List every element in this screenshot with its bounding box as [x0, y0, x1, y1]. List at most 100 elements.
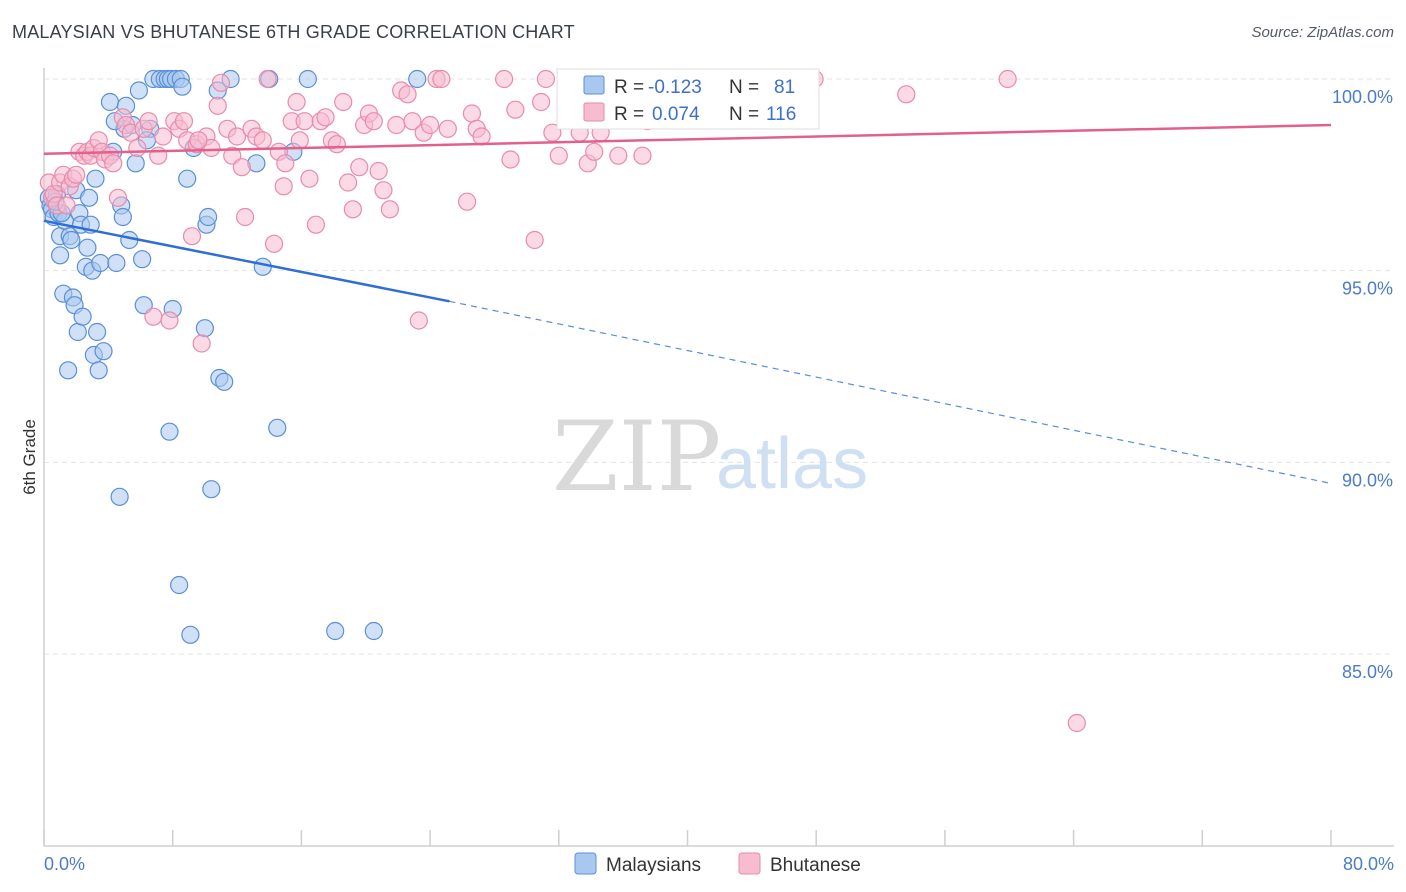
stats-n-label-bhutanese: N =	[729, 104, 759, 125]
bhutanese-point	[57, 196, 76, 215]
trend-lines	[43, 123, 1332, 485]
bhutanese-trend-line	[43, 123, 1332, 155]
bhutanese-point	[374, 181, 393, 200]
bhutanese-point	[472, 127, 491, 146]
bhutanese-point	[549, 146, 568, 165]
bhutanese-point	[295, 112, 314, 131]
bhutanese-point	[189, 131, 208, 150]
stats-n-label-malaysians: N =	[729, 77, 759, 98]
bhutanese-point	[462, 104, 482, 123]
bhutanese-point	[409, 311, 428, 330]
bhutanese-point	[274, 177, 293, 196]
bhutanese-point	[153, 127, 173, 146]
bhutanese-point	[421, 115, 440, 135]
bhutanese-point	[316, 108, 335, 127]
malaysians-point	[408, 69, 427, 89]
malaysians-point	[129, 81, 149, 100]
bhutanese-point	[253, 131, 272, 150]
bhutanese-point	[300, 169, 319, 188]
chart-title: MALAYSIAN VS BHUTANESE 6TH GRADE CORRELA…	[12, 22, 575, 42]
legend-label-malaysians[interactable]: Malaysians	[606, 855, 701, 876]
malaysians-point	[59, 361, 78, 380]
bhutanese-point	[306, 215, 325, 234]
legend: Malaysians Bhutanese	[574, 852, 861, 876]
stats-swatch-bhutanese	[583, 102, 605, 122]
malaysians-point	[73, 307, 92, 326]
bhutanese-point	[264, 234, 284, 253]
malaysians-point	[100, 92, 120, 112]
stats-n-value-malaysians: 81	[774, 77, 795, 98]
malaysians-point	[195, 319, 214, 338]
malaysians-trend-line	[43, 219, 450, 303]
bhutanese-point	[380, 200, 399, 219]
malaysians-point	[86, 169, 105, 188]
legend-swatch-malaysians[interactable]	[574, 852, 597, 875]
bhutanese-point	[387, 115, 406, 135]
legend-label-bhutanese[interactable]: Bhutanese	[770, 855, 861, 876]
malaysians-point	[215, 372, 234, 391]
bhutanese-point	[276, 154, 295, 173]
stats-r-value-malaysians: -0.123	[648, 77, 702, 98]
bhutanese-point	[144, 307, 163, 326]
bhutanese-point	[998, 69, 1017, 89]
bhutanese-point	[149, 146, 168, 165]
bhutanese-point	[403, 112, 422, 131]
bhutanese-point	[398, 85, 417, 104]
bhutanese-point	[104, 154, 123, 173]
bhutanese-point	[343, 200, 362, 219]
bhutanese-point	[609, 146, 628, 165]
malaysians-point	[79, 188, 99, 207]
y-tick-label: 95.0%	[1342, 279, 1393, 299]
bhutanese-point	[495, 69, 514, 89]
malaysians-point	[170, 575, 189, 595]
stats-r-label-bhutanese: R =	[614, 104, 644, 125]
malaysians-point	[268, 418, 287, 437]
malaysians-point	[110, 487, 129, 506]
bhutanese-point	[174, 112, 194, 131]
malaysians-point	[50, 246, 70, 265]
malaysians-point	[364, 621, 383, 641]
legend-swatch-bhutanese[interactable]	[738, 852, 761, 875]
bhutanese-point	[232, 158, 251, 177]
bhutanese-point	[67, 165, 86, 184]
bhutanese-point	[208, 96, 227, 115]
bhutanese-point	[235, 207, 255, 227]
malaysians-point	[181, 625, 200, 644]
bhutanese-point	[633, 146, 652, 165]
bhutanese-point	[536, 69, 556, 89]
stats-swatch-malaysians	[583, 75, 605, 95]
bhutanese-point	[525, 230, 544, 250]
bhutanese-point	[369, 161, 388, 181]
malaysians-point	[78, 238, 97, 257]
y-tick-label: 90.0%	[1342, 470, 1393, 490]
bhutanese-point	[432, 69, 451, 89]
bhutanese-point	[506, 100, 525, 119]
malaysians-point	[107, 253, 126, 273]
bhutanese-point	[211, 73, 231, 92]
malaysians-point	[89, 361, 108, 380]
bhutanese-point	[438, 119, 457, 138]
malaysians-point	[253, 257, 272, 276]
bhutanese-point	[585, 142, 604, 161]
bhutanese-point	[108, 188, 128, 207]
y-tick-label: 100.0%	[1332, 87, 1393, 107]
watermark-atlas: atlas	[716, 424, 868, 504]
bhutanese-point	[327, 135, 346, 154]
x-tick-label-max: 80.0%	[1343, 854, 1394, 874]
malaysians-point	[326, 621, 345, 641]
bhutanese-point	[290, 131, 309, 150]
source-label: Source: ZipAtlas.com	[1251, 24, 1394, 41]
bhutanese-point	[258, 69, 277, 89]
bhutanese-point	[338, 173, 358, 192]
y-axis-label: 6th Grade	[20, 419, 39, 495]
malaysians-point	[62, 230, 81, 250]
stats-n-value-bhutanese: 116	[766, 104, 796, 125]
stats-box: R = -0.123 N = 81 R = 0.074 N = 116	[556, 68, 820, 130]
malaysians-point	[198, 207, 218, 227]
x-tick-label-min: 0.0%	[44, 854, 85, 874]
malaysians-point	[87, 322, 107, 342]
y-tick-labels: 100.0% 95.0% 90.0% 85.0%	[1332, 87, 1393, 682]
malaysians-point	[173, 77, 192, 96]
bhutanese-point	[334, 92, 353, 112]
